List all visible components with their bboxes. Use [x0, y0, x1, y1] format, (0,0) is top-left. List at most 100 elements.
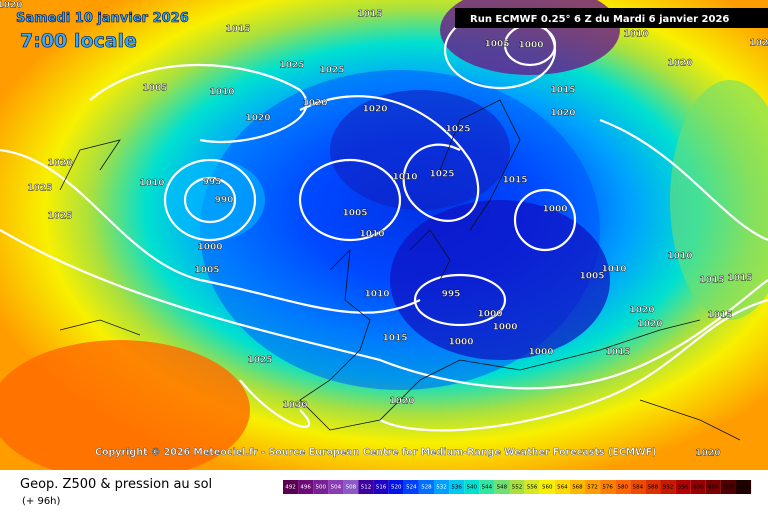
- scale-label: 540: [467, 485, 478, 491]
- scale-swatch: [615, 480, 631, 494]
- isobar-label: 1005: [142, 84, 167, 94]
- isobar-label: 1015: [225, 25, 250, 35]
- scale-label: 592: [663, 485, 674, 491]
- scale-swatch: [660, 480, 676, 494]
- isobar-label: 1000: [492, 323, 517, 333]
- scale-label: 528: [421, 485, 432, 491]
- isobar-label: 1020: [245, 114, 270, 124]
- isobar-label: 1030: [282, 401, 307, 411]
- scale-swatch: [464, 480, 480, 494]
- scale-label: 516: [376, 485, 387, 491]
- scale-label: 544: [482, 485, 493, 491]
- isobar-label: 1000: [528, 348, 553, 358]
- scale-label: 504: [331, 485, 342, 491]
- footer-title: Geop. Z500 & pression au sol: [20, 477, 212, 492]
- copyright: Copyright © 2026 Meteociel.fr - Source E…: [95, 447, 656, 458]
- run-banner: [455, 8, 768, 28]
- scale-label: 548: [497, 485, 508, 491]
- isobar-label: 1025: [47, 212, 72, 222]
- scale-label: 564: [557, 485, 568, 491]
- scale-label: 600: [693, 485, 704, 491]
- isobar-label: 1010: [392, 173, 417, 183]
- isobar-label: 1010: [601, 265, 626, 275]
- isobar-label: 1000: [477, 310, 502, 320]
- scale-label: 556: [527, 485, 538, 491]
- scale-swatch: [645, 480, 661, 494]
- scale-swatch: [600, 480, 616, 494]
- isobar-label: 1015: [382, 334, 407, 344]
- isobar-label: 1020: [637, 320, 662, 330]
- isobar-label: 1020: [550, 109, 575, 119]
- scale-swatch: [736, 480, 752, 494]
- scale-swatch: [298, 480, 314, 494]
- scale-swatch: [509, 480, 525, 494]
- isobar-label: 1005: [194, 266, 219, 276]
- scale-label: 512: [361, 485, 372, 491]
- forecast-time: 7:00 locale: [20, 30, 137, 52]
- scale-swatch: [418, 480, 434, 494]
- scale-label: 508: [346, 485, 357, 491]
- scale-label: 584: [633, 485, 644, 491]
- scale-swatch: [539, 480, 555, 494]
- scale-swatch: [524, 480, 540, 494]
- isobar-label: 1020: [389, 397, 414, 407]
- scale-label: 608: [723, 485, 734, 491]
- scale-label: 536: [451, 485, 462, 491]
- isobar-label: 1025: [429, 170, 454, 180]
- scale-swatch: [675, 480, 691, 494]
- scale-swatch: [705, 480, 721, 494]
- scale-swatch: [343, 480, 359, 494]
- isobar-label: 1005: [484, 40, 509, 50]
- scale-label: 496: [300, 485, 311, 491]
- scale-swatch: [554, 480, 570, 494]
- isobar-label: 1010: [623, 30, 648, 40]
- isobar-label: 1005: [579, 272, 604, 282]
- scale-swatch: [494, 480, 510, 494]
- isobar-label: 1020: [667, 59, 692, 69]
- isobar-label: 1015: [727, 274, 752, 284]
- isobar-label: 1005: [342, 209, 367, 219]
- isobar-label: 1000: [197, 243, 222, 253]
- isobar-label: 1015: [357, 10, 382, 20]
- scale-label: 596: [678, 485, 689, 491]
- isobar-label: 1015: [699, 276, 724, 286]
- isobar-label: 1010: [359, 230, 384, 240]
- isobar-label: 1010: [667, 252, 692, 262]
- scale-label: 552: [512, 485, 523, 491]
- scale-label: 500: [316, 485, 327, 491]
- map: [0, 0, 768, 480]
- isobar-label: 1015: [502, 176, 527, 186]
- isobar-label: 1020: [362, 105, 387, 115]
- scale-swatch: [720, 480, 736, 494]
- isobar-label: 1010: [139, 179, 164, 189]
- isobar-label: 1010: [209, 88, 234, 98]
- scale-label: 492: [285, 485, 296, 491]
- scale-swatch: [328, 480, 344, 494]
- scale-swatch: [630, 480, 646, 494]
- isobar-label: 990: [215, 196, 234, 206]
- scale-label: 604: [708, 485, 719, 491]
- isobar-label: 1025: [27, 184, 52, 194]
- scale-label: 580: [618, 485, 629, 491]
- isobar-label: 995: [203, 178, 222, 188]
- scale-swatch: [313, 480, 329, 494]
- isobar-label: 1025: [279, 61, 304, 71]
- scale-swatch: [283, 480, 299, 494]
- scale-swatch: [434, 480, 450, 494]
- scale-label: 572: [587, 485, 598, 491]
- isobar-label: 1000: [542, 205, 567, 215]
- isobar-label: 1015: [605, 348, 630, 358]
- forecast-date: Samedi 10 janvier 2026: [16, 11, 189, 26]
- isobar-label: 1000: [448, 338, 473, 348]
- scale-label: 568: [572, 485, 583, 491]
- scale-label: 524: [406, 485, 417, 491]
- scale-swatch: [585, 480, 601, 494]
- footer-lead: (+ 96h): [22, 496, 61, 507]
- isobar-label: 1000: [518, 41, 543, 51]
- scale-label: 520: [391, 485, 402, 491]
- scale-label: 612: [738, 485, 749, 491]
- isobar-label: 1025: [445, 125, 470, 135]
- scale-swatch: [449, 480, 465, 494]
- isobar-label: 1020: [695, 449, 720, 459]
